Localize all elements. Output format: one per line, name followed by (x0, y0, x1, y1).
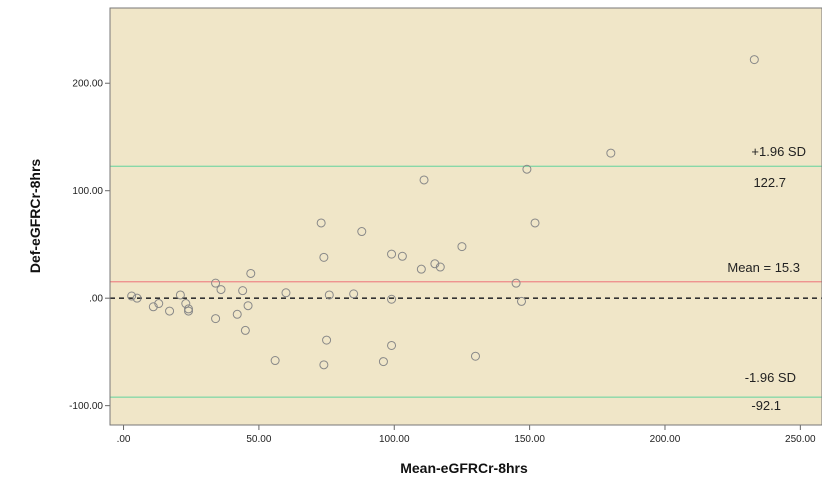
data-point (378, 357, 388, 367)
plot-frame (109, 7, 822, 426)
axis-ticks: .00 50.00 100.00 150.00 200.00 250.00 -100.00.… (69, 79, 816, 445)
data-point (281, 288, 291, 298)
data-point (270, 356, 280, 366)
data-point (324, 290, 334, 300)
y-tick-label: -100.00 (69, 401, 103, 412)
data-point (387, 294, 397, 304)
data-point (240, 325, 250, 335)
data-point (349, 289, 359, 299)
data-point (416, 264, 426, 274)
data-point (184, 304, 194, 314)
data-point (319, 252, 329, 262)
data-point (243, 301, 253, 311)
data-point (606, 148, 616, 158)
data-point (238, 286, 248, 296)
mean-line-label: Mean = 15.3 (727, 260, 800, 275)
data-point (216, 285, 226, 295)
data-points (127, 55, 759, 370)
y-tick-label: .00 (89, 294, 103, 305)
upper-sd-label: +1.96 SD (751, 144, 806, 159)
data-point (319, 360, 329, 370)
data-point (316, 218, 326, 228)
y-axis-title: Def-eGFRCr-8hrs (27, 159, 43, 274)
plot-background (110, 8, 822, 425)
x-tick-label: 200.00 (650, 434, 681, 445)
data-point (175, 290, 185, 300)
x-tick-label: 250.00 (785, 434, 816, 445)
data-point (322, 335, 332, 345)
data-point (211, 314, 221, 324)
data-point (211, 278, 221, 288)
lower-sd-label: -1.96 SD (745, 370, 796, 385)
y-tick-label: 200.00 (72, 79, 103, 90)
x-axis-title: Mean-eGFRCr-8hrs (400, 460, 528, 476)
data-point (357, 227, 367, 237)
data-point (435, 262, 445, 272)
data-point (522, 164, 532, 174)
data-point (154, 299, 164, 309)
data-point (419, 175, 429, 185)
data-point (530, 218, 540, 228)
data-point (148, 302, 158, 312)
data-point (430, 259, 440, 269)
x-tick-label: 100.00 (379, 434, 410, 445)
data-point (397, 251, 407, 261)
data-point (232, 309, 242, 319)
data-point (511, 278, 521, 288)
data-point (246, 268, 256, 278)
data-point (184, 306, 194, 316)
y-tick-label: 100.00 (72, 186, 103, 197)
x-tick-label: .00 (117, 434, 131, 445)
x-tick-label: 150.00 (514, 434, 545, 445)
lower-sd-value: -92.1 (751, 398, 781, 413)
data-point (457, 242, 467, 252)
data-point (387, 340, 397, 350)
data-point (516, 296, 526, 306)
data-point (127, 291, 137, 301)
reference-lines (110, 165, 822, 398)
data-point (749, 55, 759, 65)
data-point (387, 249, 397, 259)
x-tick-label: 50.00 (246, 434, 271, 445)
data-point (470, 351, 480, 361)
data-point (132, 293, 142, 303)
upper-sd-value: 122.7 (753, 175, 786, 190)
data-point (165, 306, 175, 316)
